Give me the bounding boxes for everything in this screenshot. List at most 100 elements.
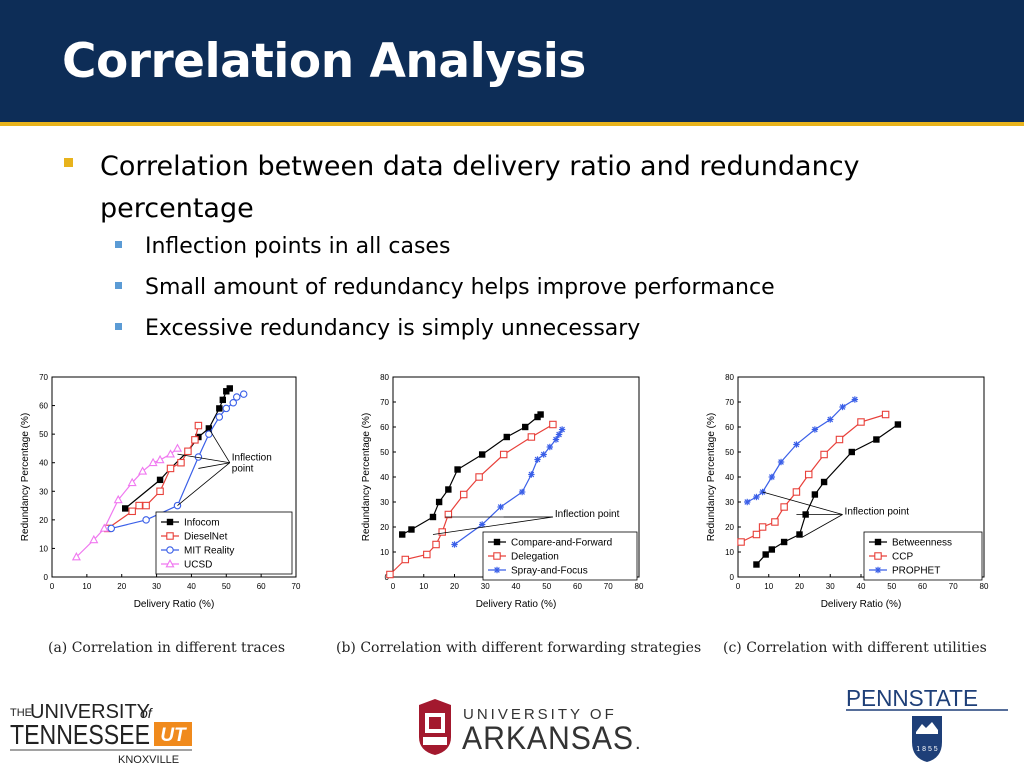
pennstate-logo: PENNSTATE 1 8 5 5 xyxy=(846,685,1008,762)
ut-mark-icon xyxy=(154,722,192,746)
legend: Compare-and-Forward Delegation Spray-and-F… xyxy=(482,531,638,581)
data-point xyxy=(848,448,855,456)
data-point xyxy=(172,443,183,452)
annotation-label: Inflection point xyxy=(845,507,910,518)
data-point xyxy=(518,488,526,496)
data-point xyxy=(219,396,226,404)
legend-box xyxy=(155,511,293,575)
series-line-0 xyxy=(124,387,231,509)
data-point xyxy=(528,471,535,478)
annotation-pointer xyxy=(198,462,230,469)
data-point xyxy=(804,470,813,479)
legend-marker xyxy=(874,552,882,560)
data-point xyxy=(558,426,566,433)
ut-knoxville: KNOXVILLE xyxy=(118,754,179,766)
bullet-marker xyxy=(64,158,73,167)
y-tick-label: 80 xyxy=(380,373,389,382)
data-point xyxy=(408,526,415,533)
title-bar: Correlation Analysis xyxy=(0,0,1024,126)
data-point xyxy=(534,456,541,463)
y-tick-label: 70 xyxy=(39,373,48,382)
y-tick-label: 20 xyxy=(39,516,48,525)
x-tick-label: 30 xyxy=(152,582,161,591)
sub-bullet-marker xyxy=(115,241,122,248)
data-point xyxy=(552,436,560,443)
data-point xyxy=(435,498,443,506)
data-point xyxy=(811,426,819,433)
legend-label: UCSD xyxy=(184,560,212,571)
x-tick-label: 20 xyxy=(450,582,459,591)
data-point xyxy=(768,473,776,481)
legend-marker xyxy=(874,566,882,574)
sub-bullet-marker xyxy=(115,282,122,289)
legend-marker xyxy=(493,552,501,560)
legend-label: Infocom xyxy=(184,518,220,529)
annotation-label: Inflection xyxy=(232,453,272,464)
arkansas-university-of: UNIVERSITY OF xyxy=(463,706,617,723)
data-point xyxy=(128,507,136,516)
pennstate-year: 1 8 5 5 xyxy=(916,746,938,753)
data-point xyxy=(540,451,547,458)
x-tick-label: 70 xyxy=(949,582,958,591)
annotation-label: point xyxy=(232,464,254,475)
y-tick-label: 50 xyxy=(39,430,48,439)
data-point xyxy=(142,516,150,524)
series-line-1 xyxy=(740,413,886,543)
data-point xyxy=(429,513,437,521)
data-point xyxy=(107,524,116,533)
caption-b: (b) Correlation with different forwardin… xyxy=(336,640,702,656)
y-axis-label: Redundancy Percentage (%) xyxy=(706,413,717,541)
sub-bullet-2: Small amount of redundancy helps improve… xyxy=(145,275,775,300)
arkansas-mark: . xyxy=(635,732,641,754)
y-tick-label: 40 xyxy=(725,473,734,482)
x-tick-label: 60 xyxy=(918,582,927,591)
legend-label: PROPHET xyxy=(892,566,940,577)
legend-label: DieselNet xyxy=(184,532,228,543)
data-point xyxy=(546,443,554,451)
x-tick-label: 30 xyxy=(826,582,835,591)
data-point xyxy=(780,503,788,511)
y-tick-label: 20 xyxy=(380,523,389,532)
chart-traces: 0 10 20 30 40 50 60 70 0 10 20 30 40 50 60 70 Delivery R… xyxy=(20,373,301,610)
y-tick-label: 10 xyxy=(725,548,734,557)
x-axis-label: Delivery Ratio (%) xyxy=(476,599,557,610)
data-point xyxy=(232,393,241,401)
y-tick-label: 60 xyxy=(380,423,389,432)
pennstate-shield-icon xyxy=(912,716,942,762)
legend-marker xyxy=(165,559,175,568)
data-point xyxy=(399,531,406,538)
legend-label: Compare-and-Forward xyxy=(511,538,612,549)
data-point xyxy=(752,530,761,539)
data-point xyxy=(820,450,828,459)
data-point xyxy=(744,498,751,506)
sub-bullet-3: Excessive redundancy is simply unnecessa… xyxy=(145,316,641,341)
legend-label: Spray-and-Focus xyxy=(511,566,588,577)
data-point xyxy=(768,546,776,553)
legend-marker xyxy=(166,532,174,540)
x-tick-label: 20 xyxy=(795,582,804,591)
title-underline xyxy=(0,122,1024,126)
data-point xyxy=(857,418,865,426)
annotation-pointer xyxy=(208,428,231,463)
data-point xyxy=(737,538,745,546)
y-tick-label: 30 xyxy=(380,498,389,507)
y-axis-label: Redundancy Percentage (%) xyxy=(361,413,372,541)
data-point xyxy=(555,431,563,438)
data-point xyxy=(71,552,81,561)
legend: Infocom DieselNet MIT Reality UCSD xyxy=(155,511,293,575)
y-tick-label: 10 xyxy=(380,548,389,557)
x-tick-label: 60 xyxy=(257,582,266,591)
data-point xyxy=(777,458,785,466)
chart-utilities: 0 10 20 30 40 50 60 70 80 0 10 20 30 40 50 60 70 80 Delive… xyxy=(706,373,989,610)
x-tick-label: 40 xyxy=(857,582,866,591)
pennstate-name: PENNSTATE xyxy=(846,685,978,711)
data-point xyxy=(780,538,788,546)
data-point xyxy=(122,505,129,512)
x-tick-label: 70 xyxy=(292,582,301,591)
legend-marker xyxy=(874,538,882,546)
data-point xyxy=(127,477,137,487)
ut-the: THE xyxy=(10,707,32,719)
data-point xyxy=(99,523,109,532)
tennessee-logo: THE UNIVERSITY of TENNESSEE UT KNOXVILLE xyxy=(10,701,192,766)
caption-c: (c) Correlation with different utilities xyxy=(723,640,987,656)
